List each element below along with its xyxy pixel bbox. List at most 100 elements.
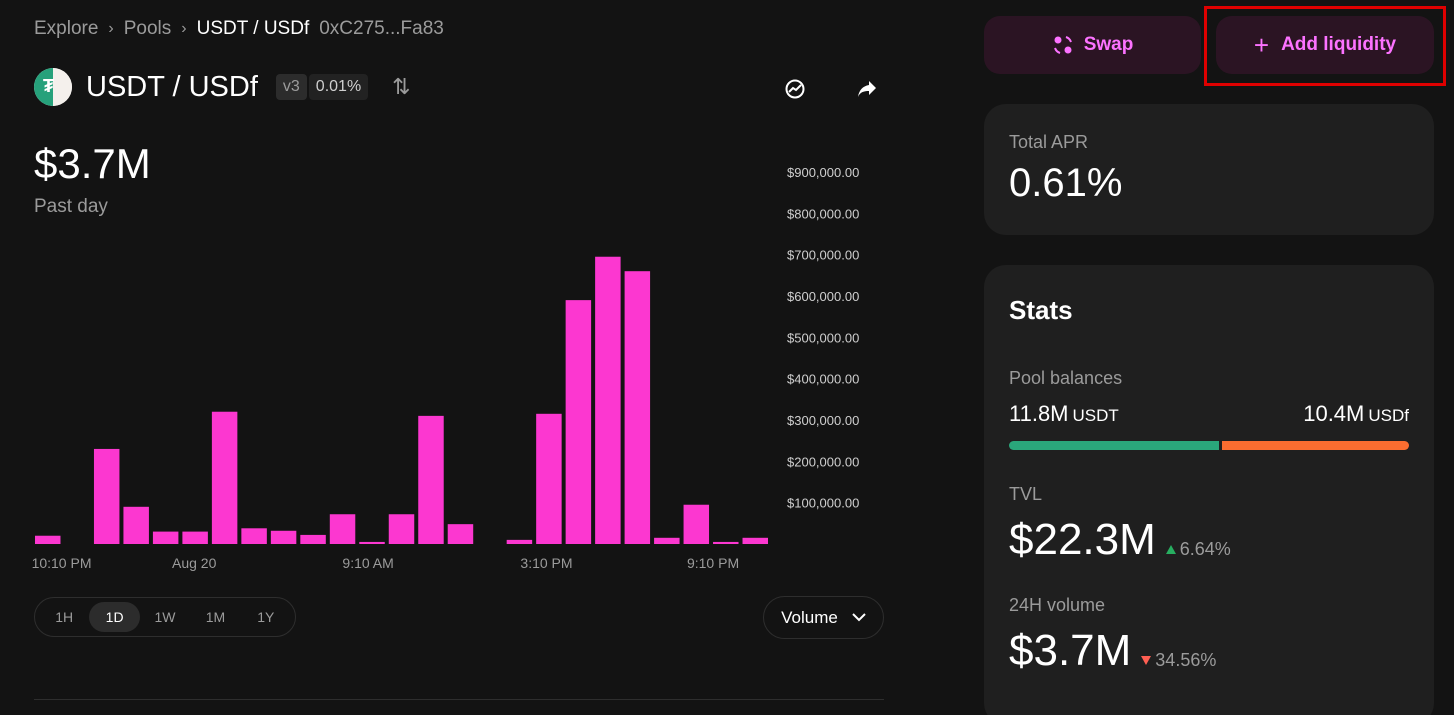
stats-card: Stats Pool balances 11.8M USDT 10.4M USDf … bbox=[984, 265, 1434, 715]
x-tick-label: 9:10 PM bbox=[687, 555, 739, 571]
volume-bar[interactable] bbox=[713, 541, 739, 544]
header-actions bbox=[780, 76, 882, 102]
version-badge: v3 bbox=[275, 74, 307, 100]
time-range-1y[interactable]: 1Y bbox=[257, 609, 275, 625]
stats-title: Stats bbox=[1009, 295, 1073, 325]
swap-order-icon[interactable]: ⇅ bbox=[392, 74, 411, 99]
volume-bar[interactable] bbox=[536, 413, 562, 544]
pool-balances-label: Pool balances bbox=[1009, 368, 1123, 388]
fee-badge: 0.01% bbox=[308, 74, 369, 100]
apr-card: Total APR 0.61% bbox=[984, 104, 1434, 235]
x-tick-label: 3:10 PM bbox=[520, 555, 572, 571]
arrow-up-icon bbox=[1165, 545, 1176, 554]
y-tick-label: $400,000.00 bbox=[787, 372, 859, 387]
volume-bar[interactable] bbox=[565, 300, 592, 544]
volume-bar[interactable] bbox=[595, 256, 621, 544]
token-pair-logo: ₮ bbox=[34, 68, 72, 106]
chevron-right-icon: › bbox=[108, 20, 114, 37]
volume-bar[interactable] bbox=[683, 504, 710, 544]
volume-bar[interactable] bbox=[742, 537, 768, 544]
token0-balance: 11.8M USDT bbox=[1009, 401, 1119, 427]
breadcrumb: Explore › Pools › USDT / USDf 0xC275...F… bbox=[34, 18, 444, 40]
volume-bar[interactable] bbox=[329, 514, 356, 544]
time-range-1d[interactable]: 1D bbox=[89, 602, 140, 632]
time-range-selector: 1H 1D 1W 1M 1Y bbox=[34, 597, 296, 637]
pool-badges: v3 0.01% bbox=[275, 74, 369, 100]
swap-icon bbox=[1053, 36, 1072, 54]
add-liquidity-label: Add liquidity bbox=[1281, 34, 1397, 55]
chart-period: Past day bbox=[34, 196, 108, 217]
volume-24h-label: 24H volume bbox=[1009, 595, 1106, 615]
volume-bar[interactable] bbox=[506, 539, 533, 544]
apr-label: Total APR bbox=[1009, 132, 1089, 152]
volume-bar[interactable] bbox=[359, 541, 385, 544]
volume-chart[interactable]: $100,000.00 $200,000.00 $300,000.00 $400,00… bbox=[0, 150, 900, 580]
breadcrumb-explore[interactable]: Explore bbox=[34, 18, 99, 39]
pool-balances-row: 11.8M USDT 10.4M USDf bbox=[1009, 401, 1409, 427]
pool-header: ₮ USDT / USDf v3 0.01% ⇅ bbox=[34, 68, 411, 106]
y-tick-label: $200,000.00 bbox=[787, 454, 859, 469]
y-tick-label: $500,000.00 bbox=[787, 330, 859, 345]
token0-amount: 11.8M bbox=[1009, 401, 1069, 426]
x-tick-label: Aug 20 bbox=[172, 555, 217, 571]
time-range-1h[interactable]: 1H bbox=[55, 609, 74, 625]
y-tick-label: $600,000.00 bbox=[787, 289, 859, 304]
volume-24h-change: 34.56% bbox=[1141, 650, 1216, 671]
y-tick-label: $900,000.00 bbox=[787, 165, 859, 180]
apr-value: 0.61% bbox=[1009, 161, 1123, 205]
volume-bar[interactable] bbox=[654, 537, 680, 544]
y-tick-label: $700,000.00 bbox=[787, 248, 859, 263]
volume-bar[interactable] bbox=[388, 514, 415, 544]
volume-24h-row: $3.7M 34.56% bbox=[1009, 626, 1409, 676]
chevron-down-icon bbox=[852, 613, 866, 622]
time-range-1m[interactable]: 1M bbox=[205, 609, 226, 625]
volume-bar[interactable] bbox=[211, 411, 238, 544]
pool-address[interactable]: 0xC275...Fa83 bbox=[319, 18, 444, 39]
y-tick-label: $800,000.00 bbox=[787, 206, 859, 221]
chart-type-label: Volume bbox=[781, 607, 838, 627]
x-tick-label: 9:10 AM bbox=[342, 555, 393, 571]
plus-icon: + bbox=[1253, 30, 1270, 60]
pool-title: USDT / USDf bbox=[86, 70, 258, 103]
token0-symbol: USDT bbox=[1072, 406, 1119, 425]
token1-amount: 10.4M bbox=[1303, 401, 1365, 426]
arrow-down-icon bbox=[1141, 656, 1152, 665]
tvl-row: $22.3M 6.64% bbox=[1009, 515, 1409, 565]
breadcrumb-current: USDT / USDf bbox=[196, 18, 310, 39]
y-tick-label: $300,000.00 bbox=[787, 413, 859, 428]
volume-bar[interactable] bbox=[93, 448, 120, 544]
volume-bar[interactable] bbox=[270, 530, 297, 544]
volume-bar[interactable] bbox=[624, 271, 651, 544]
explorer-link-icon[interactable] bbox=[780, 76, 810, 102]
tvl-change: 6.64% bbox=[1165, 539, 1231, 560]
token1-balance-segment bbox=[1222, 441, 1409, 450]
token1-symbol: USDf bbox=[1368, 406, 1409, 425]
x-tick-label: 10:10 PM bbox=[32, 555, 92, 571]
swap-label: Swap bbox=[1083, 34, 1134, 55]
tvl-change-value: 6.64% bbox=[1179, 539, 1231, 559]
volume-bar[interactable] bbox=[300, 534, 326, 544]
volume-bar[interactable] bbox=[35, 535, 61, 544]
time-range-1w[interactable]: 1W bbox=[154, 609, 176, 625]
pool-balance-bar bbox=[1009, 441, 1409, 450]
divider bbox=[34, 699, 884, 700]
volume-24h-change-value: 34.56% bbox=[1155, 650, 1217, 670]
tvl-label: TVL bbox=[1009, 484, 1043, 504]
breadcrumb-pools[interactable]: Pools bbox=[123, 18, 172, 39]
volume-bar[interactable] bbox=[152, 531, 179, 544]
swap-button[interactable]: Swap bbox=[984, 16, 1201, 74]
token0-balance-segment bbox=[1009, 441, 1220, 450]
share-icon[interactable] bbox=[852, 76, 882, 102]
volume-bar[interactable] bbox=[241, 528, 267, 544]
volume-bar[interactable] bbox=[418, 415, 444, 544]
add-liquidity-button[interactable]: + Add liquidity bbox=[1216, 16, 1434, 74]
tvl-value: $22.3M bbox=[1009, 515, 1156, 564]
chart-type-select[interactable]: Volume bbox=[763, 596, 884, 639]
chart-value: $3.7M bbox=[34, 140, 151, 187]
token1-balance: 10.4M USDf bbox=[1303, 401, 1409, 427]
chevron-right-icon: › bbox=[181, 20, 187, 37]
y-tick-label: $100,000.00 bbox=[787, 496, 859, 511]
volume-bar[interactable] bbox=[123, 506, 149, 544]
volume-bar[interactable] bbox=[447, 524, 474, 544]
volume-bar[interactable] bbox=[182, 531, 208, 544]
